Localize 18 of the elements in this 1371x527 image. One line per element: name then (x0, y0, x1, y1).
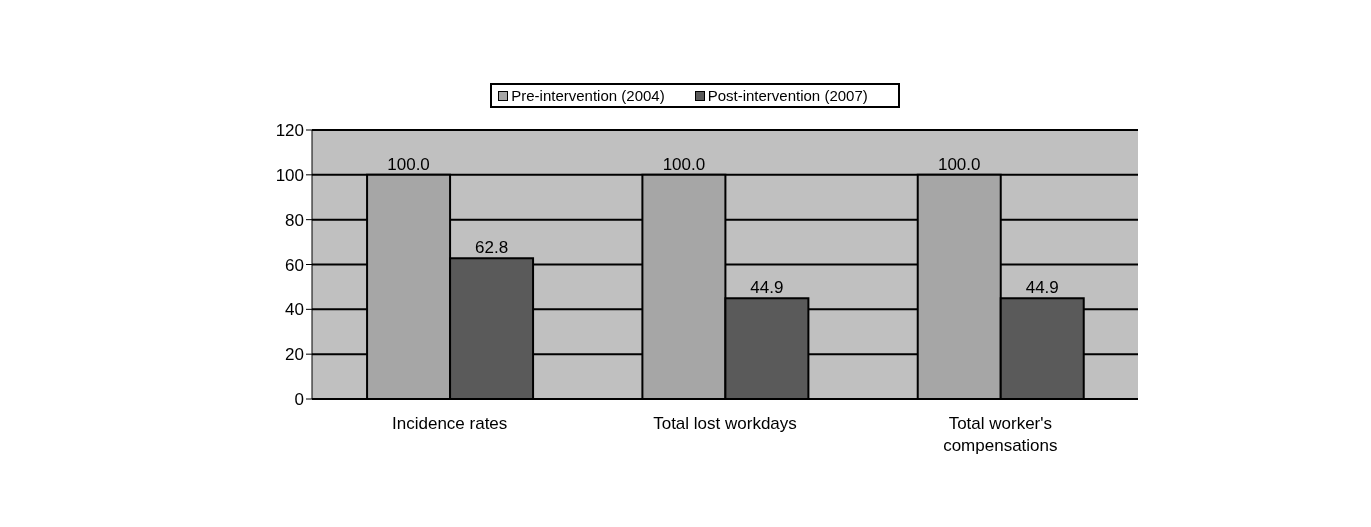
x-tick-label: Total worker's compensations (943, 414, 1058, 455)
y-tick-label: 80 (285, 210, 304, 230)
legend-label: Pre-intervention (2004) (510, 87, 665, 104)
data-label: 100.0 (937, 154, 981, 174)
y-tick-label: 0 (294, 390, 304, 410)
y-tick-label: 120 (275, 121, 304, 141)
data-label: 62.8 (475, 238, 509, 258)
legend-label: Post-intervention (2007) (706, 87, 868, 104)
y-tick-label: 100 (275, 165, 304, 185)
y-tick-label: 40 (285, 300, 304, 320)
data-label: 44.9 (1025, 278, 1059, 298)
data-label: 100.0 (387, 154, 430, 174)
y-tick-label: 20 (285, 345, 304, 365)
y-tick-label: 60 (285, 255, 304, 275)
x-tick-label: Total lost workdays (653, 414, 797, 433)
data-label: 100.0 (662, 154, 706, 174)
x-tick-label: Incidence rates (392, 414, 508, 433)
data-label: 44.9 (750, 278, 784, 298)
